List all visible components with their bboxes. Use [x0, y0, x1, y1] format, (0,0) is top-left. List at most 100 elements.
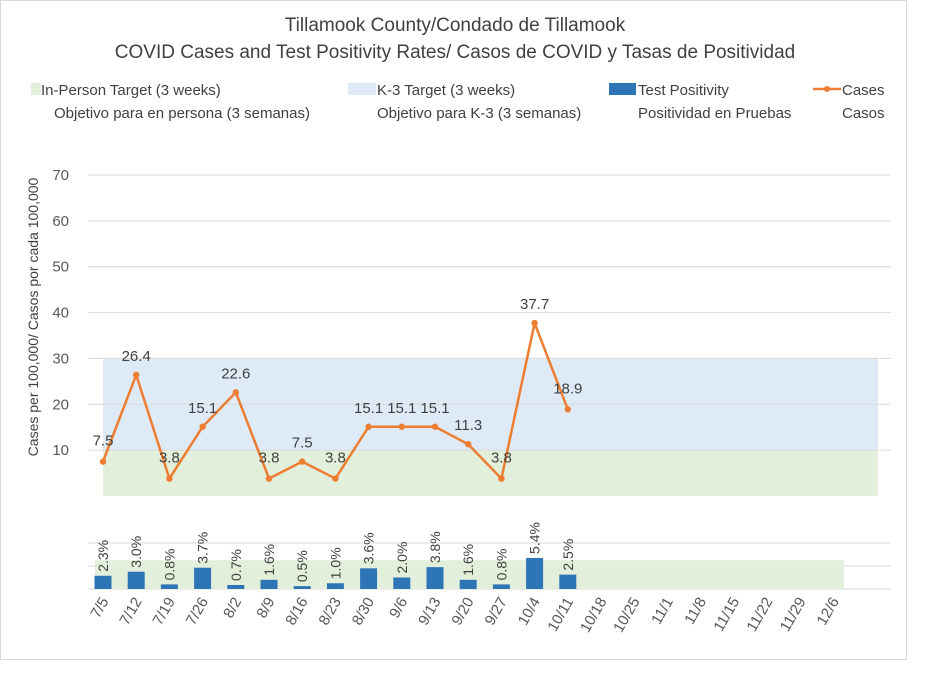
cases-data-label: 15.1: [354, 400, 383, 417]
positivity-data-label: 1.6%: [261, 544, 277, 576]
cases-point: [431, 423, 439, 430]
cases-point: [166, 475, 173, 482]
x-tick-label: 9/27: [482, 595, 511, 629]
legend-sublabel-in-person: Objetivo para en persona (3 semanas): [54, 105, 310, 122]
cases-point: [465, 440, 472, 448]
x-axis-labels: 7/5 7/12 7/19 7/26 8/2 8/9 8/16 8/23 8/30 9/6 9/13…: [87, 595, 843, 636]
legend-sublabel-cases: Casos: [842, 105, 885, 122]
positivity-bar: [426, 567, 444, 589]
x-tick-label: 10/11: [544, 595, 577, 635]
cases-data-label: 7.5: [292, 435, 313, 452]
positivity-bar: [194, 567, 212, 589]
cases-data-label: 3.8: [159, 450, 180, 467]
positivity-data-label: 2.3%: [95, 540, 111, 572]
positivity-data-label: 3.0%: [128, 536, 144, 568]
legend-item-k3: K-3 Target (3 weeks) Objetivo para K-3 (…: [348, 82, 581, 122]
y-axis-label: Cases per 100,000/ Casos por cada 100,00…: [25, 177, 41, 456]
x-tick-label: 7/5: [87, 595, 112, 622]
x-tick-label: 11/29: [777, 595, 810, 635]
cases-point: [265, 475, 273, 482]
positivity-bar: [492, 584, 510, 589]
positivity-data-label: 3.7%: [195, 532, 211, 564]
positivity-data-label: 0.7%: [228, 549, 244, 581]
cases-series: [99, 319, 571, 482]
y-tick-label: 40: [52, 305, 69, 322]
positivity-data-label: 1.0%: [327, 547, 343, 579]
positivity-data-label: 3.8%: [427, 531, 443, 563]
x-tick-label: 8/23: [316, 595, 345, 629]
legend-sublabel-k3: Objetivo para K-3 (3 semanas): [377, 105, 581, 122]
positivity-bar: [160, 584, 178, 589]
x-tick-label: 9/6: [386, 595, 411, 622]
target-bands: [103, 358, 878, 496]
cases-point: [365, 423, 372, 430]
cases-point: [564, 406, 571, 413]
x-tick-label: 11/1: [648, 595, 677, 628]
x-tick-label: 9/20: [448, 595, 477, 629]
cases-point: [99, 458, 107, 465]
positivity-series: [94, 557, 577, 589]
cases-data-labels: 7.526.43.815.122.63.87.53.815.1 15.1 15.11…: [93, 296, 583, 466]
x-tick-label: 8/30: [349, 595, 378, 629]
positivity-bar: [227, 584, 245, 589]
legend-item-positivity: Test Positivity Positividad en Pruebas: [609, 82, 791, 122]
cases-point: [498, 475, 505, 482]
y-tick-label: 60: [52, 213, 69, 230]
chart-subtitle: COVID Cases and Test Positivity Rates/ C…: [115, 42, 795, 63]
cases-data-label: 18.9: [553, 380, 582, 397]
positivity-bar: [559, 574, 577, 589]
cases-data-label: 37.7: [520, 296, 549, 313]
cases-point: [398, 423, 405, 430]
x-tick-label: 8/16: [282, 595, 311, 629]
chart-frame: Tillamook County/Condado de Tillamook CO…: [0, 0, 907, 660]
upper-gridlines: [88, 174, 891, 451]
cases-data-label: 15.1: [387, 400, 416, 417]
y-tick-label: 20: [52, 396, 69, 413]
positivity-bar: [94, 575, 112, 589]
positivity-bar: [459, 579, 477, 589]
x-tick-label: 10/18: [577, 595, 610, 636]
y-axis-ticks: 10 20 30 40 50 60 70: [52, 167, 69, 459]
chart-title: Tillamook County/Condado de Tillamook: [285, 15, 626, 36]
y-tick-label: 50: [52, 259, 69, 276]
positivity-data-label: 2.5%: [560, 539, 576, 571]
x-tick-label: 11/22: [744, 595, 777, 635]
cases-data-label: 15.1: [420, 400, 449, 417]
positivity-bar: [326, 583, 344, 589]
cases-data-label: 3.8: [491, 450, 512, 467]
x-tick-label: 7/12: [116, 595, 145, 629]
x-tick-label: 11/8: [681, 595, 710, 628]
chart-svg: Tillamook County/Condado de Tillamook CO…: [25, 15, 891, 636]
cases-point: [299, 458, 306, 465]
legend-swatch-positivity: [609, 83, 636, 95]
positivity-bar: [360, 568, 378, 589]
x-tick-label: 8/9: [253, 595, 278, 622]
y-tick-label: 30: [52, 350, 69, 367]
x-tick-label: 11/15: [710, 595, 743, 635]
in-person-target-band: [103, 450, 878, 496]
positivity-data-label: 2.0%: [394, 542, 410, 574]
x-tick-label: 7/26: [183, 595, 212, 629]
cases-point: [332, 475, 339, 482]
legend-swatch-k3: [348, 83, 376, 95]
legend: In-Person Target (3 weeks) Objetivo para…: [31, 82, 885, 122]
positivity-bar: [526, 557, 544, 589]
x-tick-label: 12/6: [814, 595, 843, 629]
cases-data-label: 11.3: [454, 417, 482, 434]
positivity-bar: [293, 586, 311, 589]
legend-label-in-person: In-Person Target (3 weeks): [41, 82, 221, 99]
legend-label-positivity: Test Positivity: [638, 82, 729, 99]
positivity-data-label: 0.8%: [493, 548, 509, 580]
legend-marker-cases: [824, 86, 830, 92]
legend-label-cases: Cases: [842, 82, 885, 99]
positivity-bar: [127, 571, 145, 589]
positivity-data-label: 3.6%: [361, 532, 377, 564]
x-tick-label: 7/19: [150, 595, 179, 629]
legend-item-cases: Cases Casos: [813, 82, 885, 122]
cases-point: [232, 389, 239, 396]
y-tick-label: 10: [52, 442, 69, 459]
positivity-data-labels: 2.3% 3.0% 0.8% 3.7% 0.7% 1.6% 0.5% 1.0% 3.6% 2.0%…: [95, 522, 576, 582]
cases-point: [531, 319, 538, 327]
cases-data-label: 3.8: [325, 450, 346, 467]
legend-label-k3: K-3 Target (3 weeks): [377, 82, 515, 99]
